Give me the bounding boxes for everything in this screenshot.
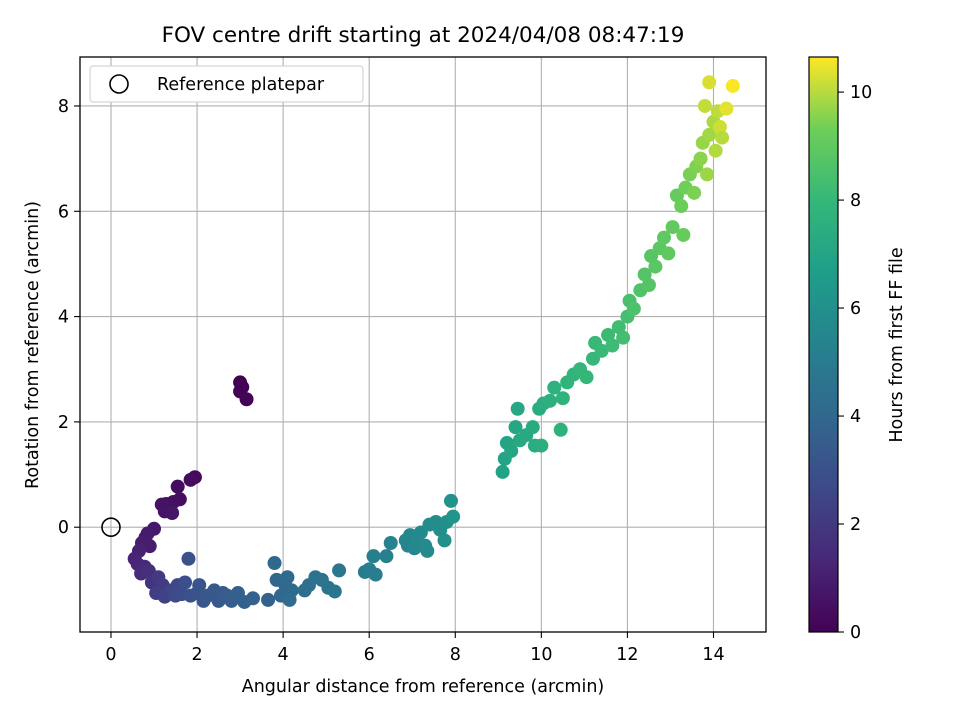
- x-axis-label: Angular distance from reference (arcmin): [242, 677, 605, 697]
- data-point: [181, 551, 196, 566]
- colorbar-tick-label: 8: [850, 191, 861, 211]
- data-point: [495, 464, 510, 479]
- x-tick-label: 14: [702, 645, 724, 665]
- data-point: [601, 328, 616, 343]
- data-point: [246, 591, 261, 606]
- data-point: [443, 493, 458, 508]
- data-point: [555, 391, 570, 406]
- data-point: [239, 392, 254, 407]
- data-point: [708, 143, 723, 158]
- colorbar-tick-label: 6: [850, 299, 861, 319]
- y-tick-label: 8: [58, 97, 69, 117]
- x-tick-label: 2: [191, 645, 202, 665]
- chart-title: FOV centre drift starting at 2024/04/08 …: [162, 23, 685, 48]
- x-tick-label: 4: [278, 645, 289, 665]
- data-point: [165, 505, 180, 520]
- reference-platepar-marker: [101, 517, 121, 538]
- data-point: [715, 130, 730, 145]
- colorbar-tick-label: 4: [850, 407, 861, 427]
- colorbar-label: Hours from first FF file: [887, 247, 907, 442]
- data-point: [725, 78, 740, 93]
- data-point: [446, 509, 461, 524]
- data-point: [142, 539, 157, 554]
- data-point: [641, 277, 656, 292]
- data-point: [702, 75, 717, 90]
- data-point: [687, 185, 702, 200]
- data-point: [676, 227, 691, 242]
- x-tick-label: 0: [105, 645, 116, 665]
- data-point: [420, 543, 435, 558]
- y-tick-label: 0: [58, 518, 69, 538]
- data-point: [616, 330, 631, 345]
- legend-marker: [109, 74, 129, 94]
- data-point: [192, 578, 207, 593]
- x-tick-label: 8: [450, 645, 461, 665]
- data-point: [525, 420, 540, 435]
- data-point: [693, 151, 708, 166]
- colorbar-tick-label: 10: [850, 83, 872, 103]
- colorbar-tick-label: 2: [850, 515, 861, 535]
- data-point: [719, 101, 734, 116]
- x-tick-label: 6: [364, 645, 375, 665]
- data-point: [637, 267, 652, 282]
- data-point: [626, 301, 641, 316]
- data-point: [547, 380, 562, 395]
- data-point: [280, 570, 295, 585]
- data-points: [127, 75, 740, 609]
- y-tick-label: 2: [58, 413, 69, 433]
- data-point: [261, 592, 276, 607]
- data-point: [534, 438, 549, 453]
- data-point: [700, 167, 715, 182]
- y-tick-label: 4: [58, 308, 69, 328]
- data-point: [327, 584, 342, 599]
- x-tick-label: 10: [530, 645, 552, 665]
- legend-label: Reference platepar: [157, 75, 325, 95]
- data-point: [661, 246, 676, 261]
- data-point: [379, 549, 394, 564]
- data-point: [178, 575, 193, 590]
- data-point: [712, 120, 727, 135]
- x-axis-ticks: 0 2 4 6 8 10 12 14: [105, 632, 725, 665]
- legend: Reference platepar: [89, 65, 364, 103]
- data-point: [437, 533, 452, 548]
- data-point: [648, 259, 663, 274]
- y-tick-label: 6: [58, 202, 69, 222]
- data-point: [665, 220, 680, 235]
- colorbar: [808, 56, 839, 633]
- data-point: [594, 343, 609, 358]
- plot-frame: [79, 56, 767, 633]
- data-point: [579, 370, 594, 385]
- data-point: [170, 479, 185, 494]
- data-point: [553, 422, 568, 437]
- data-point: [282, 592, 297, 607]
- data-point: [674, 199, 689, 214]
- legend-box: [89, 65, 364, 103]
- y-axis-label: Rotation from reference (arcmin): [23, 201, 43, 489]
- data-point: [697, 98, 712, 113]
- data-point: [542, 393, 557, 408]
- colorbar-tick-label: 0: [850, 623, 861, 643]
- data-point: [508, 420, 523, 435]
- data-point: [383, 536, 398, 551]
- y-axis-ticks: 0 2 4 6 8: [58, 97, 80, 538]
- data-point: [510, 401, 525, 416]
- data-point: [267, 556, 282, 571]
- data-point: [605, 338, 620, 353]
- x-tick-label: 12: [616, 645, 638, 665]
- data-point: [366, 549, 381, 564]
- data-point: [702, 127, 717, 142]
- data-point: [504, 443, 519, 458]
- data-point: [368, 567, 383, 582]
- colorbar-ticks: 0 2 4 6 8 10: [838, 83, 872, 643]
- data-point: [332, 563, 347, 578]
- data-point: [657, 230, 672, 245]
- data-point: [611, 320, 626, 335]
- data-point: [183, 472, 198, 487]
